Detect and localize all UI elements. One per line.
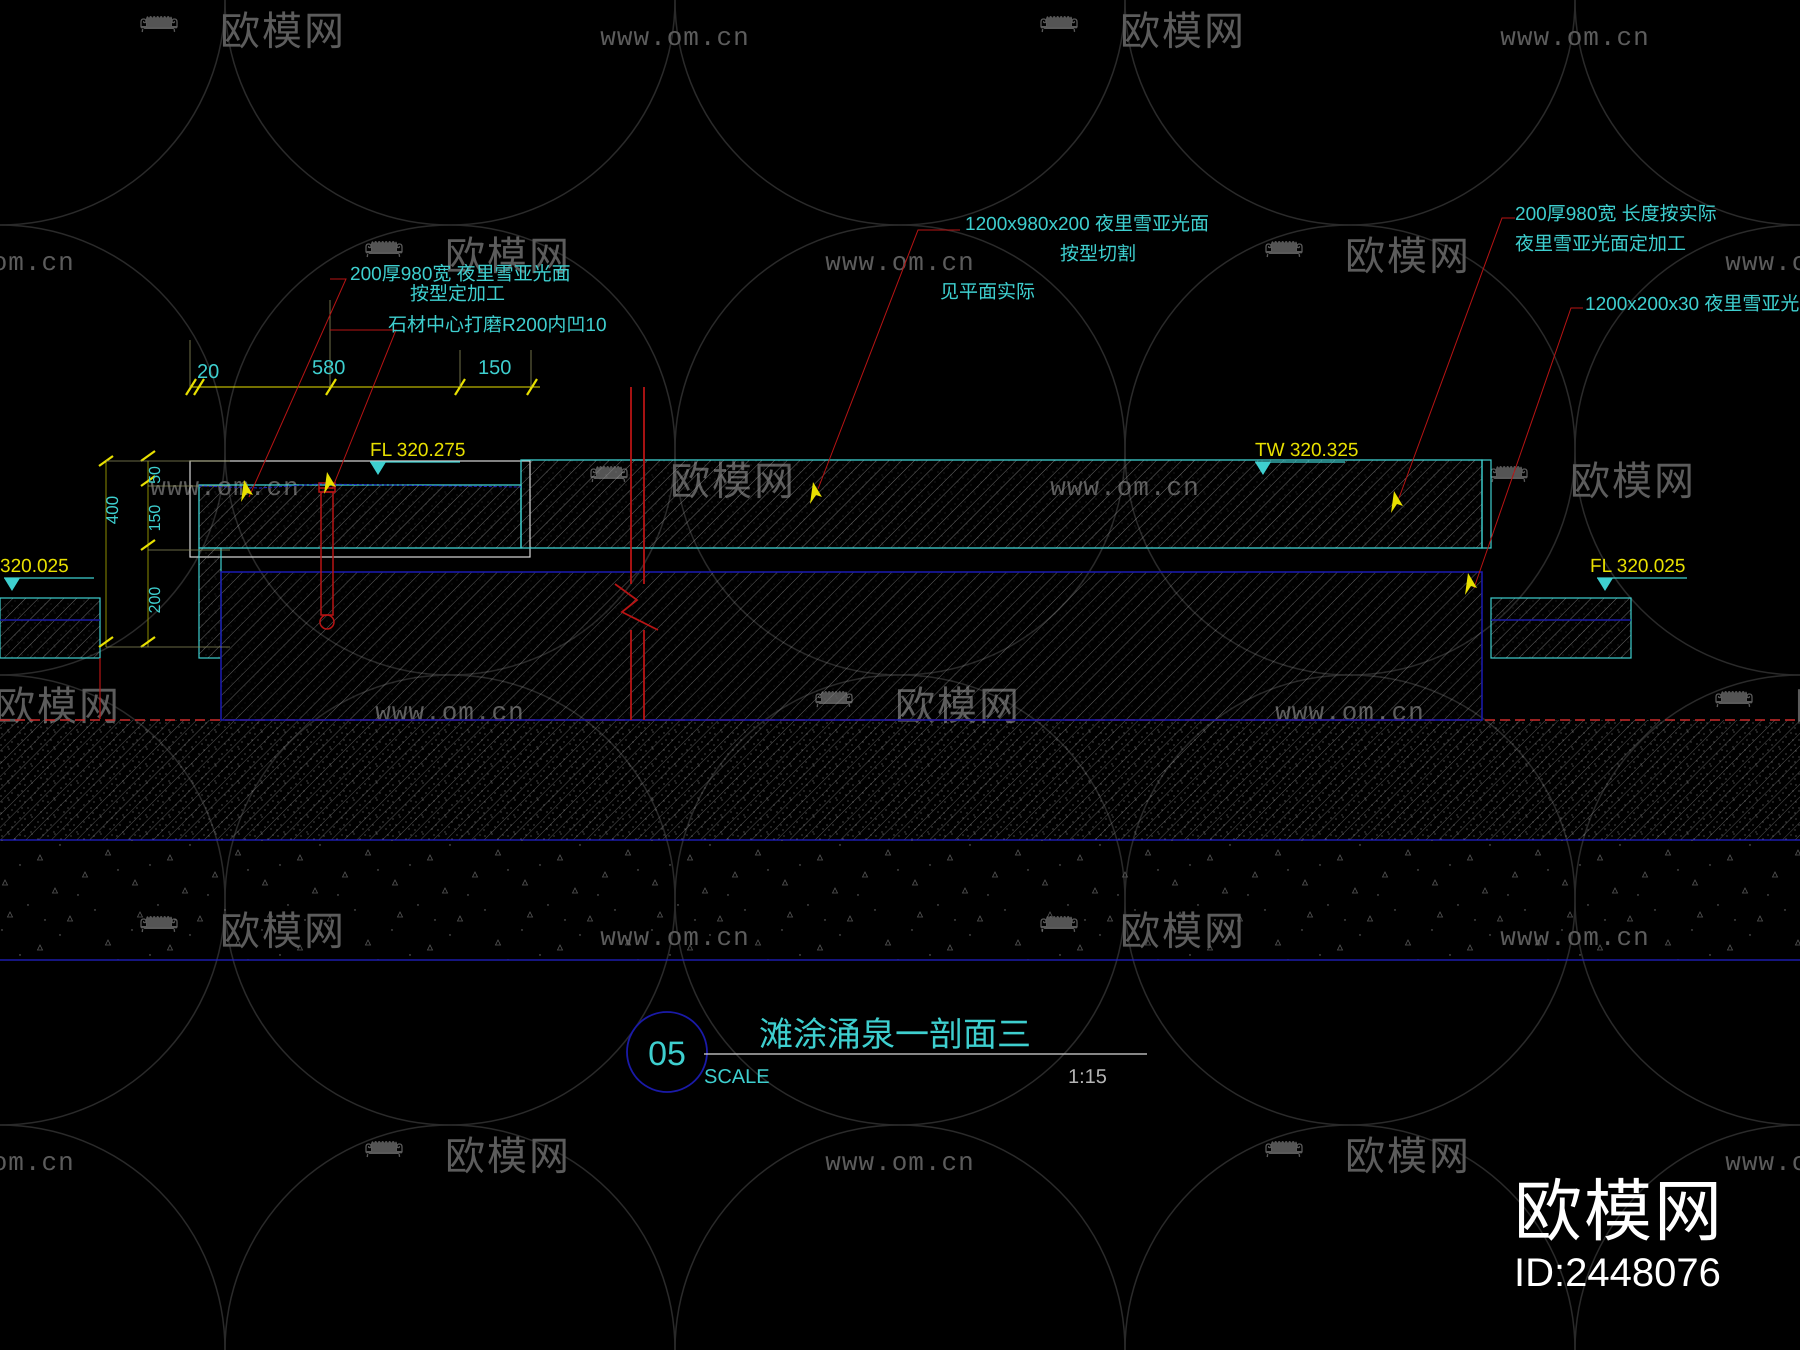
svg-text:见平面实际: 见平面实际 <box>940 281 1035 303</box>
svg-text:400: 400 <box>103 496 122 524</box>
svg-text:1200x200x30 夜里雪亚光面: 1200x200x30 夜里雪亚光面 <box>1585 293 1800 315</box>
svg-text:1200x980x200 夜里雪亚光面: 1200x980x200 夜里雪亚光面 <box>965 213 1209 235</box>
svg-text:按型定加工: 按型定加工 <box>410 283 505 305</box>
svg-text:按型切割: 按型切割 <box>1060 243 1136 265</box>
svg-text:FL 320.025: FL 320.025 <box>1590 556 1685 577</box>
svg-text:SCALE: SCALE <box>704 1066 770 1088</box>
svg-text:150: 150 <box>147 505 164 532</box>
svg-text:50: 50 <box>147 466 164 484</box>
svg-text:ID:2448076: ID:2448076 <box>1514 1251 1721 1295</box>
svg-text:滩涂涌泉一剖面三: 滩涂涌泉一剖面三 <box>759 1016 1031 1054</box>
svg-text:石材中心打磨R200内凹10: 石材中心打磨R200内凹10 <box>388 315 607 336</box>
svg-text:200厚980宽 夜里雪亚光面: 200厚980宽 夜里雪亚光面 <box>350 263 571 285</box>
svg-text:150: 150 <box>478 357 511 379</box>
svg-text:20: 20 <box>197 361 219 383</box>
svg-text:欧模网: 欧模网 <box>1514 1174 1724 1250</box>
svg-text:200厚980宽 长度按实际: 200厚980宽 长度按实际 <box>1515 203 1717 225</box>
svg-text:320.025: 320.025 <box>0 556 69 577</box>
svg-text:1:15: 1:15 <box>1068 1066 1107 1088</box>
svg-text:580: 580 <box>312 357 345 379</box>
svg-text:FL 320.275: FL 320.275 <box>370 440 465 461</box>
svg-text:TW 320.325: TW 320.325 <box>1255 440 1359 461</box>
svg-text:200: 200 <box>147 587 164 614</box>
svg-text:05: 05 <box>648 1035 686 1073</box>
svg-text:夜里雪亚光面定加工: 夜里雪亚光面定加工 <box>1515 233 1686 255</box>
